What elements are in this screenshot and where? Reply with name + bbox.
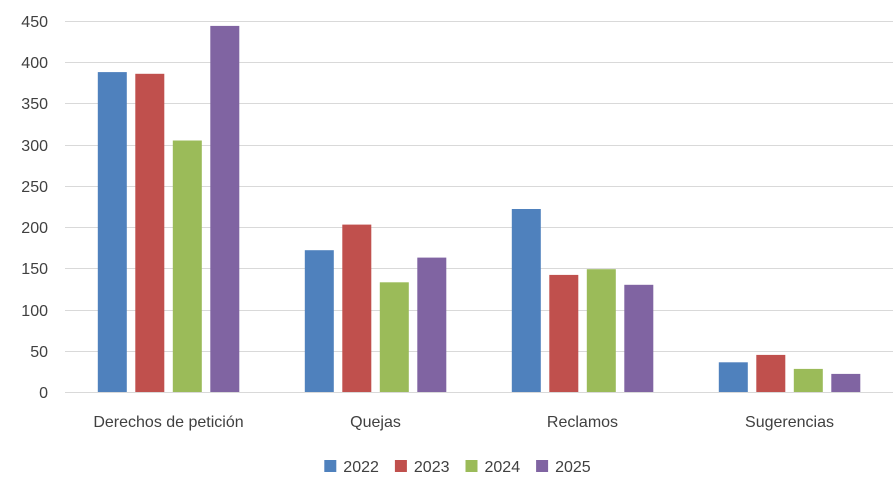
x-category-label: Quejas	[350, 414, 401, 431]
legend-label: 2022	[343, 459, 379, 476]
bar-2022-1	[304, 250, 334, 392]
bar-2024-0	[172, 140, 202, 392]
x-category-label: Reclamos	[547, 414, 618, 431]
x-category-label: Derechos de petición	[93, 414, 243, 431]
x-axis: Derechos de petición Quejas Reclamos Sugere…	[65, 392, 893, 431]
legend-label: 2024	[485, 459, 521, 476]
y-tick-label: 300	[21, 138, 48, 155]
legend-swatch	[394, 460, 407, 472]
y-tick-label: 50	[30, 344, 48, 361]
legend-item-2023: 2023	[394, 459, 450, 476]
legend-label: 2025	[555, 459, 591, 476]
bar-2025-0	[210, 25, 240, 393]
y-tick-label: 150	[21, 261, 48, 278]
bar-2023-3	[756, 354, 786, 392]
legend-item-2022: 2022	[324, 459, 379, 476]
gridlines	[65, 21, 893, 352]
bar-2022-3	[718, 362, 748, 392]
legend-label: 2023	[414, 459, 450, 476]
legend-swatch	[465, 460, 478, 472]
y-axis: 0 50 100 150 200 250 300 350 400 450	[21, 14, 48, 402]
legend-swatch	[536, 460, 549, 472]
bar-2023-1	[342, 224, 372, 392]
legend-item-2024: 2024	[465, 459, 521, 476]
bar-2023-0	[135, 73, 165, 393]
y-tick-label: 100	[21, 303, 48, 320]
x-category-label: Sugerencias	[745, 414, 834, 431]
bars	[97, 25, 861, 393]
bar-2025-1	[417, 257, 447, 392]
y-tick-label: 450	[21, 14, 48, 31]
bar-2022-0	[97, 72, 127, 392]
bar-2025-2	[624, 284, 654, 392]
bar-2024-2	[586, 269, 616, 392]
y-tick-label: 200	[21, 220, 48, 237]
bar-2024-1	[379, 282, 409, 392]
y-tick-label: 0	[39, 385, 48, 402]
y-tick-label: 400	[21, 55, 48, 72]
legend: 2022 2023 2024 2025	[324, 459, 591, 476]
bar-2023-2	[549, 274, 579, 392]
y-tick-label: 350	[21, 96, 48, 113]
y-tick-label: 250	[21, 179, 48, 196]
legend-swatch	[324, 460, 337, 472]
legend-item-2025: 2025	[536, 459, 591, 476]
bar-2024-3	[793, 368, 823, 392]
bar-2025-3	[831, 373, 861, 392]
bar-2022-2	[511, 209, 541, 392]
